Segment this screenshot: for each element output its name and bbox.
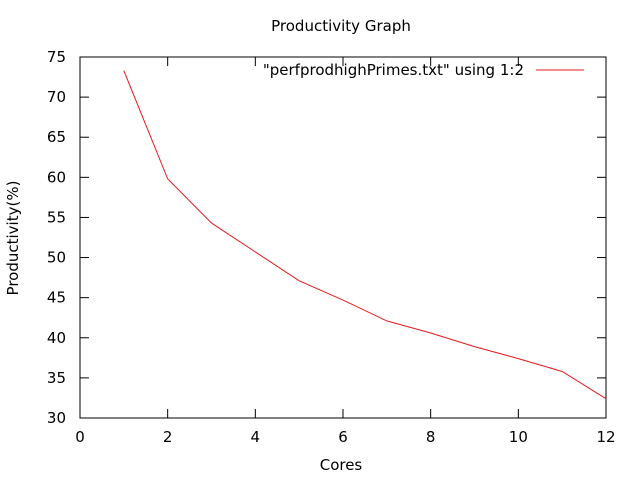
y-tick-label: 40 [47,329,66,347]
legend: "perfprodhighPrimes.txt" using 1:2 [263,61,584,79]
x-axis-label: Cores [320,456,363,474]
series-layer [124,71,606,399]
x-tick-label: 8 [426,428,436,446]
x-tick-label: 12 [596,428,615,446]
x-tick-label: 4 [251,428,261,446]
series-line-0 [124,71,606,399]
y-tick-label: 60 [47,168,66,186]
y-tick-label: 45 [47,289,66,307]
y-tick-label: 55 [47,208,66,226]
x-tick-label: 0 [75,428,85,446]
x-tick-label: 6 [338,428,348,446]
y-axis-label: Productivity(%) [4,181,22,296]
y-tick-label: 35 [47,369,66,387]
y-axis-ticks: 30 35 40 45 50 55 60 65 70 75 [47,48,606,427]
legend-label: "perfprodhighPrimes.txt" using 1:2 [263,61,524,79]
x-tick-label: 10 [509,428,528,446]
y-tick-label: 65 [47,128,66,146]
y-tick-label: 30 [47,409,66,427]
y-tick-label: 50 [47,249,66,267]
plot-area-frame [80,57,606,418]
x-axis-ticks: 0 2 4 6 8 10 12 [75,57,615,446]
y-tick-label: 70 [47,88,66,106]
x-tick-label: 2 [163,428,173,446]
y-tick-label: 75 [47,48,66,66]
chart-title: Productivity Graph [271,17,411,35]
